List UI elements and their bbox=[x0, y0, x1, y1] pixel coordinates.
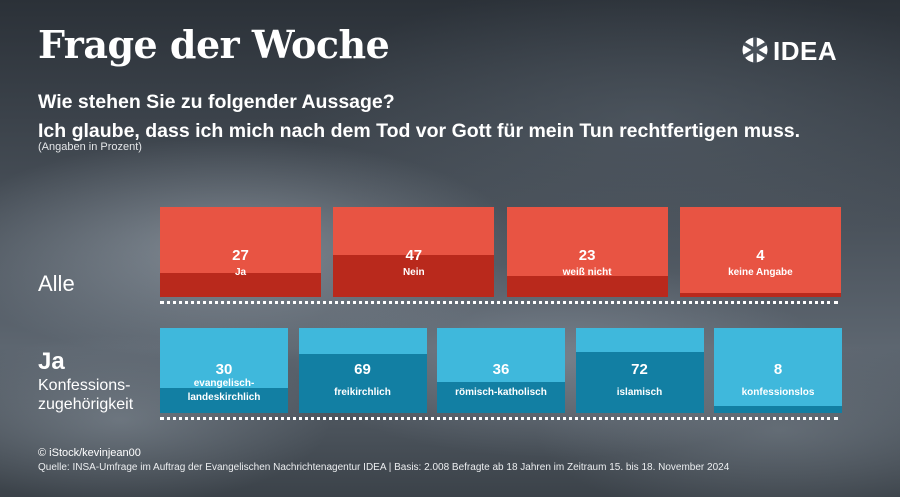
bar-chart-ja-3: 72 islamisch bbox=[575, 328, 704, 413]
bar-chart-alle-3: 4 keine Angabe bbox=[679, 207, 841, 297]
bar-chart-ja-1: 69 freikirchlich bbox=[298, 328, 427, 413]
bar-chart-ja-2: 36 römisch-katholisch bbox=[437, 328, 565, 413]
category-label: evangelisch-landeskirchlich bbox=[160, 377, 288, 405]
logo-text: IDEA bbox=[773, 36, 838, 66]
bar-fill bbox=[333, 254, 495, 297]
bar-fill bbox=[575, 351, 704, 413]
separator-line-alle bbox=[160, 301, 838, 304]
image-credit: © iStock/kevinjean00 bbox=[38, 447, 141, 459]
category-label-line: islamisch bbox=[616, 387, 663, 398]
idea-logo-icon bbox=[742, 37, 768, 63]
bar-chart-alle-0: 27 Ja bbox=[160, 207, 321, 297]
bar-fill bbox=[506, 276, 668, 297]
bar-chart-ja-4: 8 konfessionslos bbox=[714, 328, 842, 413]
category-label-line: Ja bbox=[234, 267, 247, 278]
category-label: weiß nicht bbox=[507, 266, 668, 280]
data-label: 27 bbox=[232, 247, 249, 264]
category-label: Nein bbox=[333, 266, 494, 280]
bar-chart-ja-0: 30 evangelisch-landeskirchlich bbox=[160, 328, 288, 413]
bar-fill bbox=[298, 354, 427, 413]
category-label-line: keine Angabe bbox=[728, 267, 793, 278]
category-label-line: weiß nicht bbox=[562, 267, 612, 278]
row-label-ja: Ja bbox=[38, 348, 65, 375]
source-note: Quelle: INSA-Umfrage im Auftrag der Evan… bbox=[38, 462, 730, 473]
data-label: 30 bbox=[215, 361, 233, 378]
category-label: keine Angabe bbox=[680, 266, 841, 280]
data-label: 47 bbox=[405, 247, 423, 264]
data-label: 36 bbox=[492, 361, 510, 378]
question-line-1: Wie stehen Sie zu folgender Aussage? bbox=[38, 91, 395, 113]
row-sublabel-konfession: Konfessions- zugehörigkeit bbox=[38, 376, 133, 414]
data-label: 23 bbox=[578, 247, 596, 264]
row-label-alle: Alle bbox=[38, 271, 75, 296]
category-label: römisch-katholisch bbox=[437, 386, 565, 400]
category-label-line: Nein bbox=[402, 267, 425, 278]
category-label: Ja bbox=[160, 266, 321, 280]
row-sublabel-line-2: zugehörigkeit bbox=[38, 396, 134, 413]
bar-fill bbox=[160, 272, 321, 297]
bar-fill bbox=[437, 382, 565, 413]
data-label: 72 bbox=[631, 361, 648, 378]
category-label: konfessionslos bbox=[714, 386, 842, 400]
bar-chart-alle-2: 23 weiß nicht bbox=[506, 207, 668, 297]
category-label-line: evangelisch- bbox=[193, 378, 255, 389]
bar-fill bbox=[160, 387, 288, 413]
category-label: islamisch bbox=[576, 386, 704, 400]
category-label-line: römisch-katholisch bbox=[455, 387, 547, 398]
question: Wie stehen Sie zu folgender Aussage? Ich… bbox=[38, 88, 800, 146]
category-label: freikirchlich bbox=[299, 386, 427, 400]
row-sublabel-line-1: Konfessions- bbox=[38, 377, 131, 394]
idea-logo: IDEA bbox=[741, 36, 851, 66]
category-label-line: konfessionslos bbox=[741, 387, 815, 398]
bar-fill bbox=[714, 406, 842, 413]
bar-chart-alle-1: 47 Nein bbox=[333, 207, 495, 297]
data-label: 69 bbox=[354, 361, 371, 378]
category-label-line: freikirchlich bbox=[334, 387, 391, 398]
category-label-line: landeskirchlich bbox=[187, 392, 261, 403]
separator-line-ja bbox=[160, 417, 838, 420]
data-label: 4 bbox=[756, 247, 765, 264]
bar-fill bbox=[679, 293, 841, 297]
question-line-2: Ich glaube, dass ich mich nach dem Tod v… bbox=[38, 120, 801, 142]
unit-note: (Angaben in Prozent) bbox=[38, 141, 142, 153]
page-title: Frage der Woche bbox=[38, 22, 390, 67]
data-label: 8 bbox=[773, 361, 783, 378]
